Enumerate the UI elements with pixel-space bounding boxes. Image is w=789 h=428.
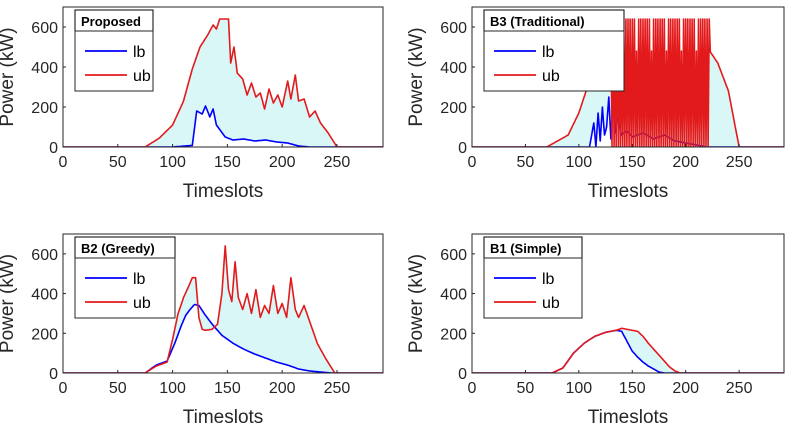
- x-tick-label: 50: [517, 154, 535, 171]
- chart-title-box: B1 (Simple): [484, 237, 582, 258]
- x-tick-label: 200: [269, 380, 296, 397]
- x-tick-label: 150: [214, 154, 241, 171]
- x-axis-label: Timeslots: [588, 407, 669, 428]
- legend: lb ub: [75, 258, 175, 318]
- x-tick-label: 100: [159, 380, 186, 397]
- y-tick-label: 600: [440, 20, 467, 37]
- y-tick-label: 200: [31, 326, 58, 343]
- legend-frame: [484, 258, 582, 318]
- y-axis-label: Power (kW): [406, 254, 427, 353]
- x-axis-label: Timeslots: [183, 407, 264, 428]
- x-tick-label: 150: [619, 154, 646, 171]
- y-tick-label: 400: [31, 287, 58, 304]
- legend: lb ub: [75, 31, 153, 91]
- x-tick-label: 250: [726, 154, 753, 171]
- x-tick-label: 200: [269, 154, 296, 171]
- legend: lb ub: [484, 258, 582, 318]
- y-tick-label: 600: [31, 247, 58, 264]
- legend-label-ub: ub: [542, 295, 560, 312]
- x-tick-label: 0: [468, 380, 477, 397]
- chart-title: B2 (Greedy): [81, 241, 155, 256]
- x-tick-label: 0: [468, 154, 477, 171]
- x-tick-label: 50: [517, 380, 535, 397]
- legend-frame: [75, 258, 175, 318]
- legend-label-lb: lb: [133, 271, 146, 288]
- x-tick-label: 250: [726, 380, 753, 397]
- x-tick-label: 100: [565, 154, 592, 171]
- y-tick-label: 0: [458, 366, 467, 383]
- x-tick-label: 150: [214, 380, 241, 397]
- x-tick-label: 50: [109, 154, 127, 171]
- legend-label-ub: ub: [133, 295, 151, 312]
- chart-title-box: B2 (Greedy): [75, 237, 175, 258]
- chart-panel-1: 0 50 100 150 200 250 0 200 400 600 Timeslots Power …: [406, 7, 784, 202]
- figure: 0 50 100 150 200 250 0 200 400 600 Timeslots Power …: [0, 0, 789, 428]
- chart-title: Proposed: [81, 14, 141, 29]
- y-tick-label: 200: [31, 100, 58, 117]
- y-axis-label: Power (kW): [0, 27, 18, 126]
- chart-panel-0: 0 50 100 150 200 250 0 200 400 600 Timeslots Power …: [0, 7, 383, 202]
- y-tick-label: 400: [440, 60, 467, 77]
- y-tick-label: 600: [440, 247, 467, 264]
- x-tick-label: 250: [324, 154, 351, 171]
- y-tick-label: 600: [31, 20, 58, 37]
- y-axis-label: Power (kW): [0, 254, 18, 353]
- y-tick-label: 0: [49, 366, 58, 383]
- chart-title: B1 (Simple): [490, 241, 562, 256]
- x-tick-label: 250: [324, 380, 351, 397]
- x-tick-label: 150: [619, 380, 646, 397]
- x-tick-label: 0: [59, 154, 68, 171]
- y-tick-label: 0: [49, 140, 58, 157]
- x-axis-label: Timeslots: [183, 181, 264, 202]
- y-tick-label: 400: [31, 60, 58, 77]
- legend-label-lb: lb: [542, 44, 555, 61]
- x-tick-label: 50: [109, 380, 127, 397]
- legend-label-lb: lb: [133, 44, 146, 61]
- legend-label-ub: ub: [542, 68, 560, 85]
- y-tick-label: 400: [440, 287, 467, 304]
- chart-title-box: Proposed: [75, 10, 153, 31]
- chart-title: B3 (Traditional): [490, 14, 585, 29]
- legend-label-ub: ub: [133, 68, 151, 85]
- chart-panel-3: 0 50 100 150 200 250 0 200 400 600 Timeslots Power …: [406, 234, 784, 428]
- y-tick-label: 200: [440, 100, 467, 117]
- chart-panel-2: 0 50 100 150 200 250 0 200 400 600 Timeslots Power …: [0, 234, 383, 428]
- x-tick-label: 200: [672, 380, 699, 397]
- chart-title-box: B3 (Traditional): [484, 10, 624, 31]
- x-tick-label: 100: [565, 380, 592, 397]
- y-axis-label: Power (kW): [406, 27, 427, 126]
- legend-label-lb: lb: [542, 271, 555, 288]
- x-tick-label: 200: [672, 154, 699, 171]
- legend: lb ub: [484, 31, 624, 91]
- x-axis-label: Timeslots: [588, 181, 669, 202]
- y-tick-label: 200: [440, 326, 467, 343]
- y-tick-label: 0: [458, 140, 467, 157]
- x-tick-label: 0: [59, 380, 68, 397]
- x-tick-label: 100: [159, 154, 186, 171]
